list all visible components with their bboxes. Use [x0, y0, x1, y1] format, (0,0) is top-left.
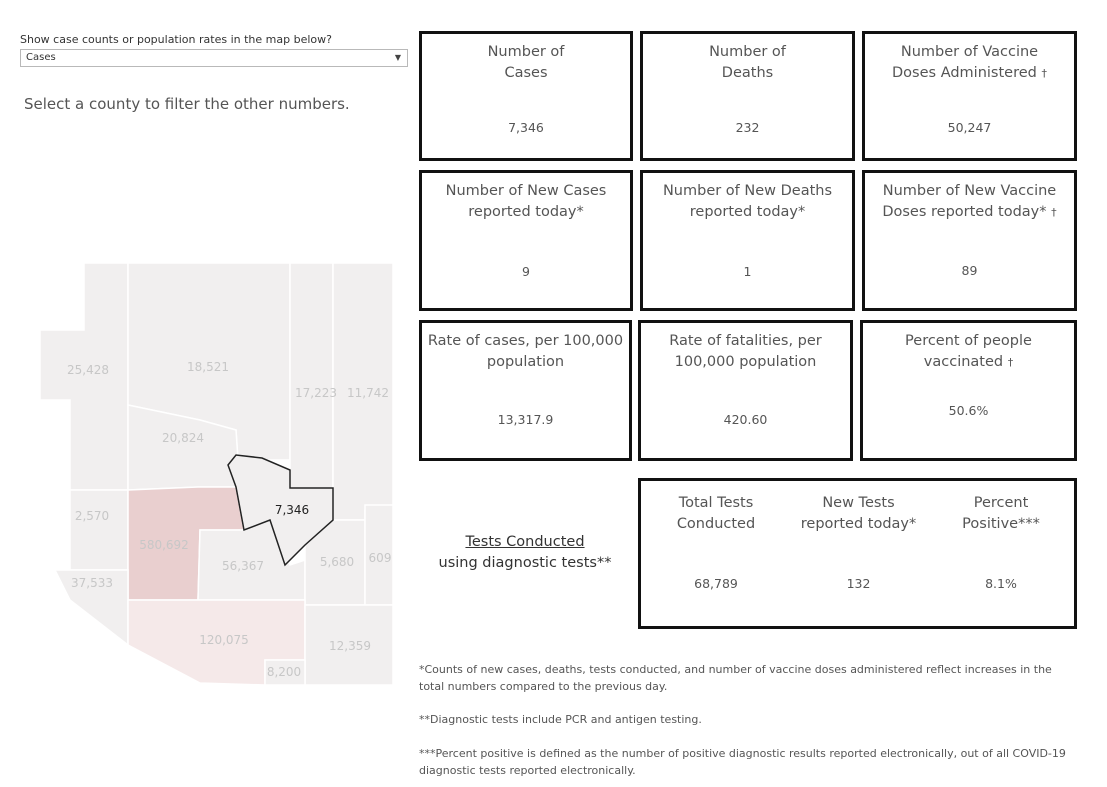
card-label: Number of Vaccine Doses Administered †	[865, 42, 1074, 84]
tests-subtitle: using diagnostic tests**	[438, 555, 612, 571]
selected-county-outline	[227, 454, 334, 567]
map-filter-label: Show case counts or population rates in …	[20, 33, 332, 46]
county-value-yuma: 37,533	[71, 576, 113, 590]
card-value: 13,317.9	[497, 412, 554, 427]
county-value-greenlee: 609	[369, 551, 392, 565]
total-tests-value: 68,789	[694, 576, 738, 591]
card-value: 232	[735, 120, 760, 135]
card-vaccine-doses-administered: Number of Vaccine Doses Administered † 5…	[862, 31, 1077, 161]
county-value-coconino: 18,521	[187, 360, 229, 374]
county-value-cochise: 12,359	[329, 639, 371, 653]
tests-panel: Total Tests Conducted New Tests reported…	[638, 478, 1077, 629]
county-value-yavapai: 20,824	[162, 431, 204, 445]
county-value-santa-cruz: 8,200	[267, 665, 301, 679]
map-filter-dropdown[interactable]: Cases ▼	[20, 49, 408, 67]
tests-title: Tests Conducted	[465, 534, 585, 550]
county-cochise[interactable]	[304, 604, 394, 686]
total-tests-label: Total Tests Conducted	[676, 495, 756, 532]
card-label: Rate of cases, per 100,000 population	[427, 333, 624, 370]
footnote-diagnostic-tests: **Diagnostic tests include PCR and antig…	[419, 713, 702, 726]
card-new-vaccine-doses-today: Number of New Vaccine Doses reported tod…	[862, 170, 1077, 311]
card-rate-of-cases: Rate of cases, per 100,000 population 13…	[419, 320, 632, 461]
dagger-marker: †	[1041, 67, 1047, 80]
county-value-la-paz: 2,570	[75, 509, 109, 523]
card-label: Number of New Deaths reported today*	[662, 183, 833, 220]
filter-hint-text: Select a county to filter the other numb…	[24, 95, 350, 113]
card-label: Number of Deaths	[709, 44, 786, 81]
card-label-text: Number of New Vaccine Doses reported tod…	[882, 183, 1057, 220]
dagger-marker: †	[1051, 206, 1057, 219]
dagger-marker: †	[1007, 356, 1014, 369]
card-value: 50.6%	[948, 403, 989, 418]
card-value: 1	[743, 264, 752, 279]
card-label: Number of New Vaccine Doses reported tod…	[865, 181, 1074, 223]
footnote-new-counts: *Counts of new cases, deaths, tests cond…	[419, 663, 1052, 693]
card-percent-vaccinated: Percent of people vaccinated † 50.6%	[860, 320, 1077, 461]
card-value: 420.60	[723, 412, 768, 427]
county-value-gila: 7,346	[275, 503, 309, 517]
card-label: Rate of fatalities, per 100,000 populati…	[669, 333, 822, 370]
card-number-of-deaths: Number of Deaths 232	[640, 31, 855, 161]
dropdown-selected-value: Cases	[26, 52, 56, 63]
card-label: Number of New Cases reported today*	[445, 183, 607, 220]
card-new-deaths-today: Number of New Deaths reported today* 1	[640, 170, 855, 311]
county-value-apache: 11,742	[347, 386, 389, 400]
dropdown-arrow-icon[interactable]: ▼	[394, 53, 401, 62]
card-new-cases-today: Number of New Cases reported today* 9	[419, 170, 633, 311]
card-label-text: Percent of people vaccinated	[905, 333, 1032, 370]
new-tests-value: 132	[846, 576, 871, 591]
new-tests-label: New Tests reported today*	[800, 495, 917, 532]
card-value: 50,247	[947, 120, 992, 135]
card-value: 89	[961, 263, 978, 278]
card-value: 9	[522, 264, 530, 279]
county-santa-cruz[interactable]	[264, 659, 306, 686]
percent-positive-value: 8.1%	[985, 576, 1017, 591]
county-value-maricopa: 580,692	[139, 538, 189, 552]
card-value: 7,346	[508, 120, 544, 135]
county-value-pima: 120,075	[199, 633, 249, 647]
card-rate-of-fatalities: Rate of fatalities, per 100,000 populati…	[638, 320, 853, 461]
percent-positive-label: Percent Positive***	[962, 495, 1040, 532]
county-value-mohave: 25,428	[67, 363, 109, 377]
footnote-percent-positive: ***Percent positive is defined as the nu…	[419, 747, 1066, 777]
card-label: Percent of people vaccinated †	[863, 331, 1074, 373]
card-label: Number of Cases	[487, 44, 565, 81]
county-value-pinal: 56,367	[222, 559, 264, 573]
arizona-county-map: 25,428 18,521 17,223 11,742 20,824 2,570…	[39, 262, 394, 686]
card-label-text: Number of Vaccine Doses Administered	[892, 44, 1039, 81]
card-number-of-cases: Number of Cases 7,346	[419, 31, 633, 161]
county-value-graham: 5,680	[320, 555, 354, 569]
county-value-navajo: 17,223	[295, 386, 337, 400]
county-la-paz[interactable]	[69, 489, 129, 571]
tests-conducted-heading: Tests Conducted using diagnostic tests**	[420, 532, 630, 574]
